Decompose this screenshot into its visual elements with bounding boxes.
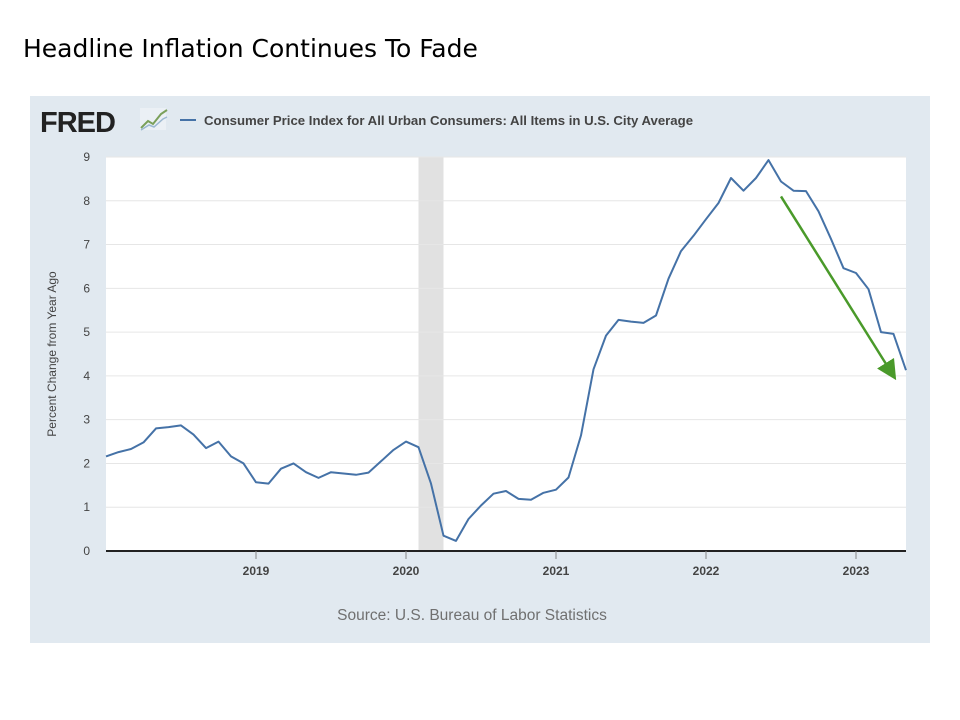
x-tick-label: 2023 (843, 564, 870, 578)
chart-svg: FRED Consumer Price Index for All Urban … (40, 107, 907, 624)
x-tick-label: 2020 (393, 564, 420, 578)
y-tick-label: 3 (83, 413, 90, 427)
legend-series-name: Consumer Price Index for All Urban Consu… (204, 113, 693, 128)
plot-area (106, 157, 906, 551)
fred-line-chart-icon (140, 108, 168, 131)
fred-logo: FRED (40, 107, 115, 139)
x-tick-label: 2022 (693, 564, 720, 578)
cpi-series-line (105, 159, 907, 542)
trend-arrow (779, 195, 897, 381)
y-tick-label: 0 (83, 544, 90, 558)
y-tick-label: 8 (83, 194, 90, 208)
fred-chart-panel: FRED Consumer Price Index for All Urban … (30, 96, 930, 643)
chart-source: Source: U.S. Bureau of Labor Statistics (337, 607, 607, 624)
recession-shade (418, 157, 444, 551)
y-tick-label: 7 (83, 238, 90, 252)
x-tick-label: 2019 (243, 564, 270, 578)
y-tick-label: 4 (83, 369, 90, 383)
y-tick-label: 2 (83, 456, 90, 470)
y-tick-label: 1 (83, 500, 90, 514)
x-tick-label: 2021 (543, 564, 570, 578)
y-tick-label: 9 (83, 150, 90, 164)
y-tick-label: 6 (83, 281, 90, 295)
slide-title: Headline Inflation Continues To Fade (23, 34, 478, 63)
y-tick-label: 5 (83, 325, 90, 339)
y-axis-label: Percent Change from Year Ago (45, 271, 59, 437)
